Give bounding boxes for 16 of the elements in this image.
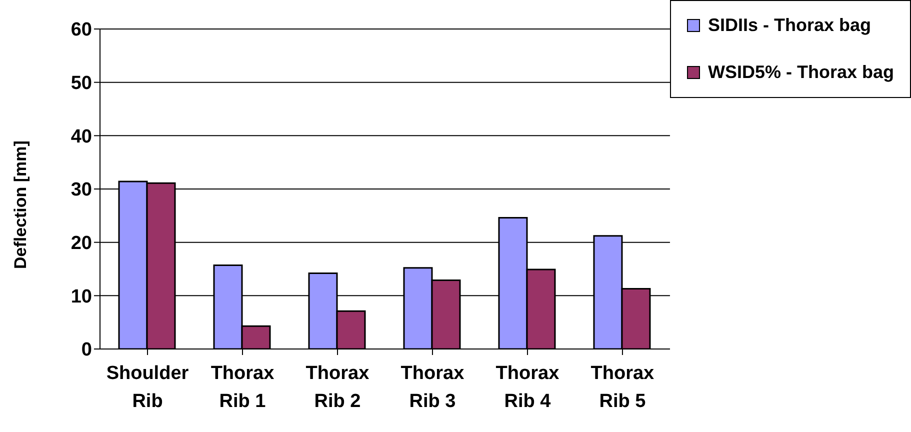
y-tick-label: 40	[70, 126, 92, 148]
legend-label: SIDIIs - Thorax bag	[708, 15, 871, 36]
y-tick-label: 0	[81, 340, 92, 361]
x-tick-label: Thorax Rib 3	[400, 363, 465, 412]
x-tick-label: Thorax Rib 1	[210, 363, 275, 412]
y-tick-label: 30	[70, 180, 92, 201]
x-tick-label: Thorax Rib 5	[590, 363, 655, 412]
x-tick-label: Thorax Rib 2	[306, 363, 370, 412]
y-tick-label: 20	[70, 233, 92, 254]
legend-label: WSID5% - Thorax bag	[708, 62, 894, 83]
y-tick-label: 50	[70, 73, 92, 94]
x-tick-label: Shoulder Rib	[106, 363, 190, 412]
y-tick-label: 10	[70, 286, 92, 308]
y-tick-label: 60	[70, 20, 92, 41]
x-tick-label: Thorax Rib 4	[496, 363, 560, 412]
y-axis-title: Deflection [mm]	[11, 140, 30, 269]
